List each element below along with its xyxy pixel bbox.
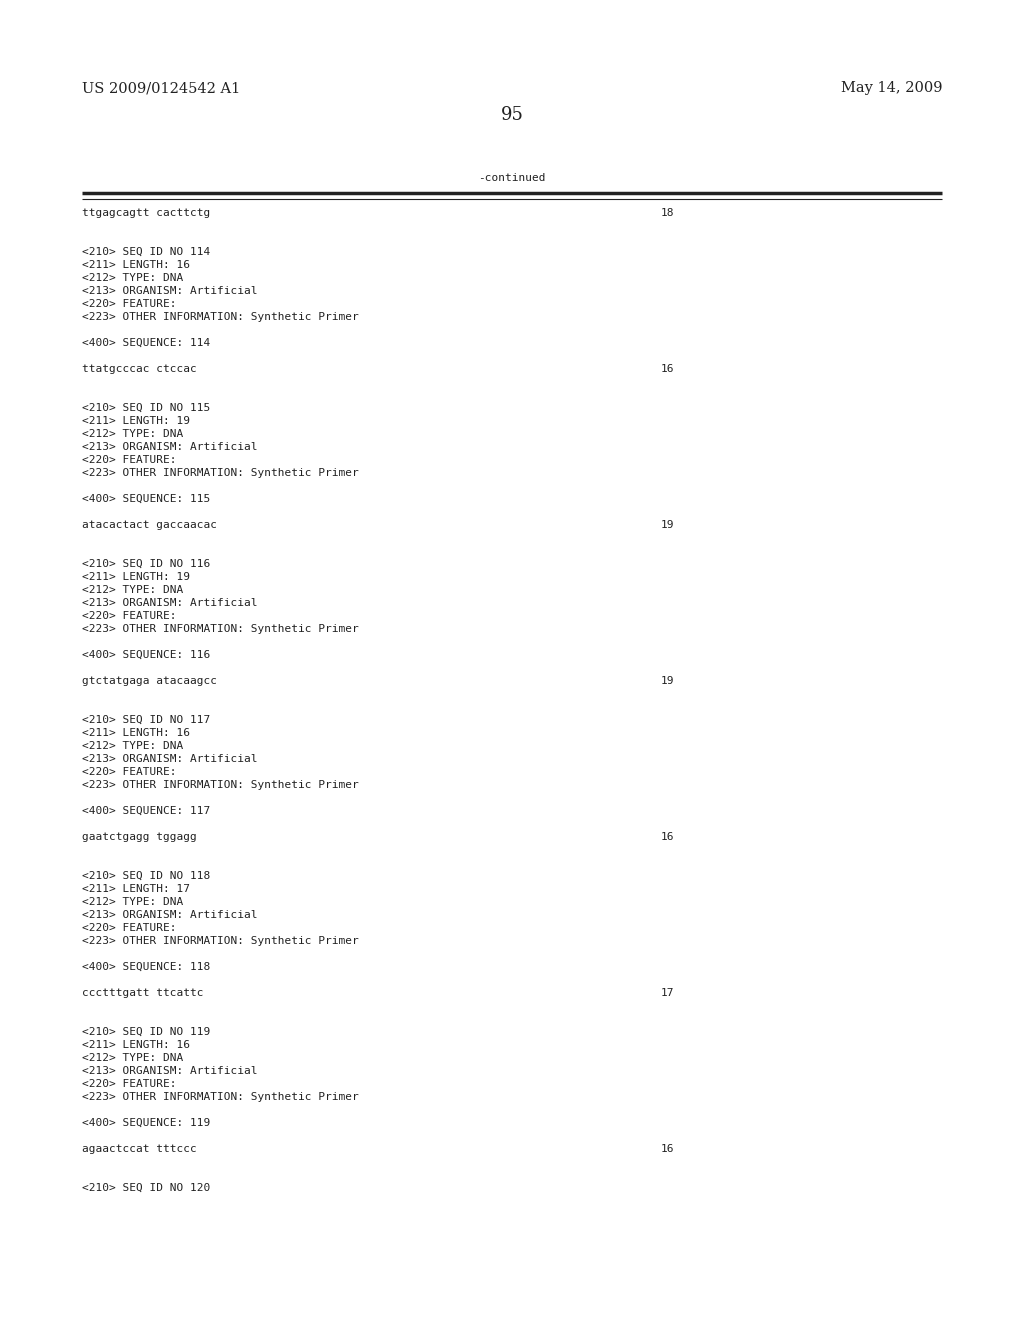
Text: agaactccat tttccc: agaactccat tttccc bbox=[82, 1144, 197, 1154]
Text: atacactact gaccaacac: atacactact gaccaacac bbox=[82, 520, 217, 531]
Text: 16: 16 bbox=[660, 1144, 674, 1154]
Text: <211> LENGTH: 16: <211> LENGTH: 16 bbox=[82, 1040, 189, 1049]
Text: <400> SEQUENCE: 115: <400> SEQUENCE: 115 bbox=[82, 494, 210, 504]
Text: <212> TYPE: DNA: <212> TYPE: DNA bbox=[82, 741, 183, 751]
Text: 16: 16 bbox=[660, 832, 674, 842]
Text: <223> OTHER INFORMATION: Synthetic Primer: <223> OTHER INFORMATION: Synthetic Prime… bbox=[82, 1092, 358, 1102]
Text: <210> SEQ ID NO 115: <210> SEQ ID NO 115 bbox=[82, 403, 210, 413]
Text: <213> ORGANISM: Artificial: <213> ORGANISM: Artificial bbox=[82, 1067, 257, 1076]
Text: <223> OTHER INFORMATION: Synthetic Primer: <223> OTHER INFORMATION: Synthetic Prime… bbox=[82, 936, 358, 946]
Text: <210> SEQ ID NO 116: <210> SEQ ID NO 116 bbox=[82, 558, 210, 569]
Text: <210> SEQ ID NO 114: <210> SEQ ID NO 114 bbox=[82, 247, 210, 257]
Text: <400> SEQUENCE: 114: <400> SEQUENCE: 114 bbox=[82, 338, 210, 348]
Text: <223> OTHER INFORMATION: Synthetic Primer: <223> OTHER INFORMATION: Synthetic Prime… bbox=[82, 624, 358, 634]
Text: <211> LENGTH: 19: <211> LENGTH: 19 bbox=[82, 572, 189, 582]
Text: 16: 16 bbox=[660, 364, 674, 374]
Text: <212> TYPE: DNA: <212> TYPE: DNA bbox=[82, 585, 183, 595]
Text: gtctatgaga atacaagcc: gtctatgaga atacaagcc bbox=[82, 676, 217, 686]
Text: <212> TYPE: DNA: <212> TYPE: DNA bbox=[82, 1053, 183, 1063]
Text: -continued: -continued bbox=[478, 173, 546, 183]
Text: 19: 19 bbox=[660, 676, 674, 686]
Text: <220> FEATURE:: <220> FEATURE: bbox=[82, 767, 176, 777]
Text: <212> TYPE: DNA: <212> TYPE: DNA bbox=[82, 273, 183, 282]
Text: gaatctgagg tggagg: gaatctgagg tggagg bbox=[82, 832, 197, 842]
Text: 19: 19 bbox=[660, 520, 674, 531]
Text: ttgagcagtt cacttctg: ttgagcagtt cacttctg bbox=[82, 209, 210, 218]
Text: <213> ORGANISM: Artificial: <213> ORGANISM: Artificial bbox=[82, 286, 257, 296]
Text: <220> FEATURE:: <220> FEATURE: bbox=[82, 1078, 176, 1089]
Text: <213> ORGANISM: Artificial: <213> ORGANISM: Artificial bbox=[82, 909, 257, 920]
Text: <400> SEQUENCE: 119: <400> SEQUENCE: 119 bbox=[82, 1118, 210, 1129]
Text: 17: 17 bbox=[660, 987, 674, 998]
Text: ccctttgatt ttcattc: ccctttgatt ttcattc bbox=[82, 987, 204, 998]
Text: May 14, 2009: May 14, 2009 bbox=[841, 81, 942, 95]
Text: <223> OTHER INFORMATION: Synthetic Primer: <223> OTHER INFORMATION: Synthetic Prime… bbox=[82, 469, 358, 478]
Text: <220> FEATURE:: <220> FEATURE: bbox=[82, 455, 176, 465]
Text: <213> ORGANISM: Artificial: <213> ORGANISM: Artificial bbox=[82, 754, 257, 764]
Text: US 2009/0124542 A1: US 2009/0124542 A1 bbox=[82, 81, 241, 95]
Text: <220> FEATURE:: <220> FEATURE: bbox=[82, 923, 176, 933]
Text: <400> SEQUENCE: 117: <400> SEQUENCE: 117 bbox=[82, 807, 210, 816]
Text: <212> TYPE: DNA: <212> TYPE: DNA bbox=[82, 429, 183, 440]
Text: <220> FEATURE:: <220> FEATURE: bbox=[82, 611, 176, 620]
Text: <210> SEQ ID NO 117: <210> SEQ ID NO 117 bbox=[82, 715, 210, 725]
Text: <210> SEQ ID NO 118: <210> SEQ ID NO 118 bbox=[82, 871, 210, 880]
Text: <220> FEATURE:: <220> FEATURE: bbox=[82, 300, 176, 309]
Text: <211> LENGTH: 16: <211> LENGTH: 16 bbox=[82, 260, 189, 271]
Text: <210> SEQ ID NO 119: <210> SEQ ID NO 119 bbox=[82, 1027, 210, 1038]
Text: <400> SEQUENCE: 118: <400> SEQUENCE: 118 bbox=[82, 962, 210, 972]
Text: ttatgcccac ctccac: ttatgcccac ctccac bbox=[82, 364, 197, 374]
Text: <223> OTHER INFORMATION: Synthetic Primer: <223> OTHER INFORMATION: Synthetic Prime… bbox=[82, 780, 358, 789]
Text: <400> SEQUENCE: 116: <400> SEQUENCE: 116 bbox=[82, 649, 210, 660]
Text: 18: 18 bbox=[660, 209, 674, 218]
Text: <211> LENGTH: 17: <211> LENGTH: 17 bbox=[82, 884, 189, 894]
Text: <210> SEQ ID NO 120: <210> SEQ ID NO 120 bbox=[82, 1183, 210, 1193]
Text: <213> ORGANISM: Artificial: <213> ORGANISM: Artificial bbox=[82, 442, 257, 451]
Text: <211> LENGTH: 16: <211> LENGTH: 16 bbox=[82, 729, 189, 738]
Text: <211> LENGTH: 19: <211> LENGTH: 19 bbox=[82, 416, 189, 426]
Text: <212> TYPE: DNA: <212> TYPE: DNA bbox=[82, 898, 183, 907]
Text: 95: 95 bbox=[501, 106, 523, 124]
Text: <213> ORGANISM: Artificial: <213> ORGANISM: Artificial bbox=[82, 598, 257, 609]
Text: <223> OTHER INFORMATION: Synthetic Primer: <223> OTHER INFORMATION: Synthetic Prime… bbox=[82, 312, 358, 322]
